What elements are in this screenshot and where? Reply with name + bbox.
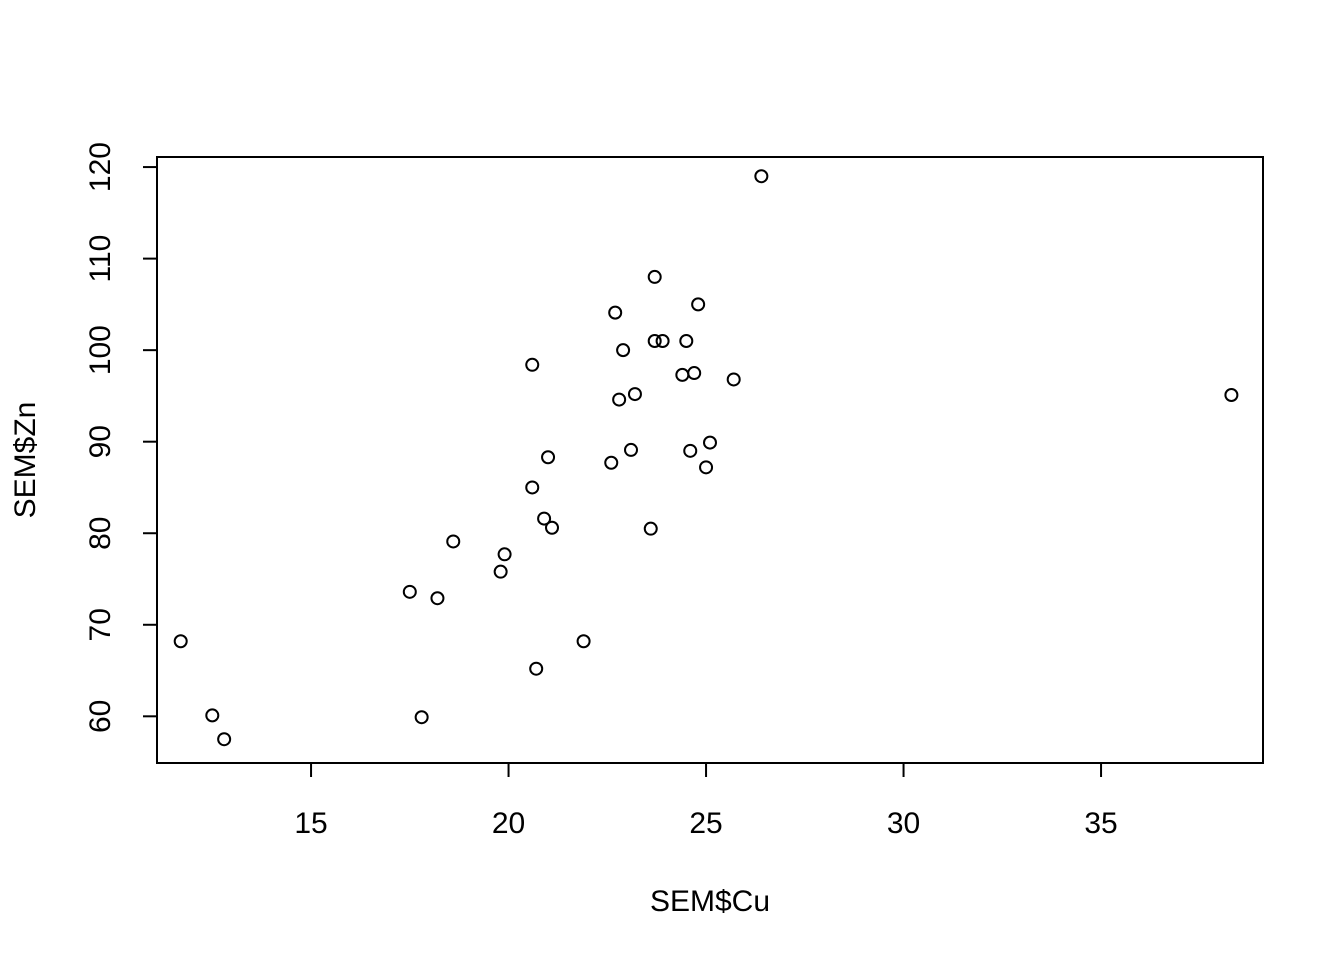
data-point	[608, 305, 623, 320]
data-point	[647, 333, 662, 348]
data-point	[683, 443, 698, 458]
data-point	[541, 450, 556, 465]
data-point	[205, 708, 220, 723]
data-point	[612, 392, 627, 407]
data-point	[627, 387, 642, 402]
data-point	[525, 357, 540, 372]
data-point	[446, 534, 461, 549]
data-point	[643, 521, 658, 536]
x-tick-label: 15	[294, 807, 327, 840]
data-point	[430, 591, 445, 606]
x-tick-label: 25	[689, 807, 722, 840]
data-point	[679, 333, 694, 348]
data-point	[647, 269, 662, 284]
x-tick-label: 30	[887, 807, 920, 840]
data-point	[703, 435, 717, 450]
y-tick-label: 110	[84, 235, 117, 283]
y-axis-label: SEM$Zn	[9, 402, 42, 519]
data-point	[675, 367, 690, 382]
y-tick-label: 120	[84, 142, 117, 192]
data-point	[414, 710, 429, 725]
data-point	[217, 732, 232, 747]
data-point	[726, 372, 741, 387]
data-point	[604, 455, 619, 470]
data-point	[529, 661, 544, 676]
data-point	[691, 297, 706, 312]
x-tick-label: 35	[1084, 807, 1117, 840]
data-point	[537, 511, 552, 526]
data-point	[493, 564, 508, 579]
y-tick-label: 60	[84, 700, 117, 733]
data-point	[525, 480, 540, 495]
data-point	[655, 333, 670, 348]
y-axis: 60 70 80 90 100 110 120	[84, 142, 158, 733]
y-tick-label: 80	[84, 517, 117, 550]
data-point	[545, 520, 559, 535]
x-axis-label: SEM$Cu	[650, 885, 770, 918]
data-point	[173, 634, 188, 649]
plot-frame	[156, 156, 1264, 764]
data-point	[497, 547, 512, 562]
y-tick-label: 70	[84, 608, 117, 641]
data-point	[1224, 388, 1239, 403]
x-tick-label: 20	[492, 807, 525, 840]
y-tick-label: 90	[84, 425, 117, 458]
data-point	[576, 634, 591, 649]
data-points	[173, 169, 1239, 747]
data-point	[754, 169, 769, 184]
data-point	[624, 442, 638, 457]
data-point	[616, 343, 631, 358]
data-point	[402, 584, 417, 599]
data-point	[699, 460, 714, 475]
y-tick-label: 100	[84, 325, 117, 375]
data-point	[687, 366, 702, 381]
x-axis: 15 20 25 30 35	[294, 762, 1118, 840]
